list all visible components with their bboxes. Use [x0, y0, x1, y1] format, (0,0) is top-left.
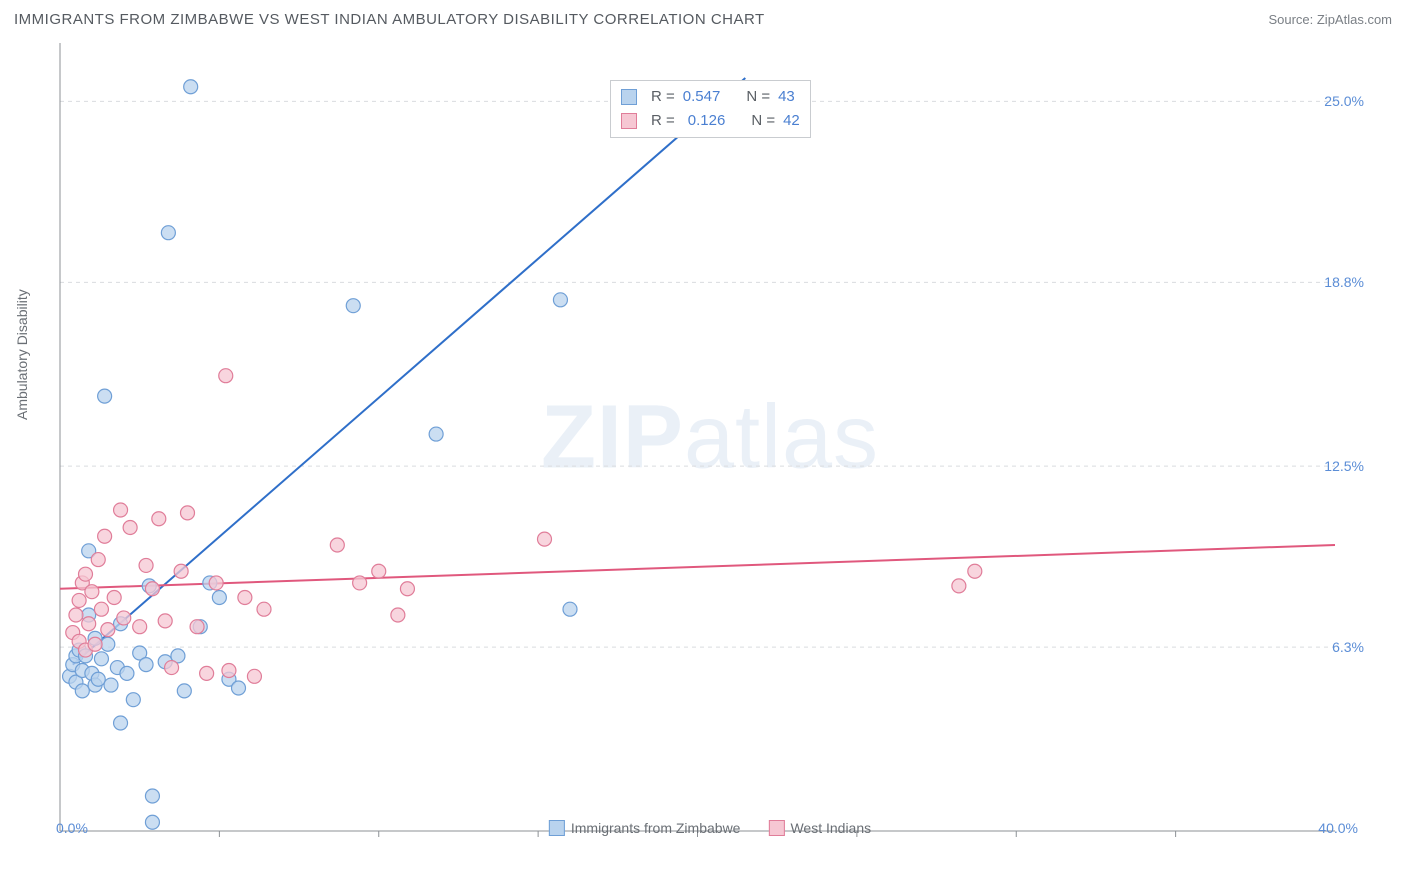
y-tick-label: 25.0% [1324, 93, 1364, 109]
stats-n-val-1: 42 [783, 109, 800, 133]
source-label: Source: ZipAtlas.com [1268, 12, 1392, 27]
legend-label-westindians: West Indians [790, 820, 871, 836]
legend-label-zimbabwe: Immigrants from Zimbabwe [571, 820, 741, 836]
chart-title: IMMIGRANTS FROM ZIMBABWE VS WEST INDIAN … [14, 11, 765, 28]
chart-area: ZIPatlas 6.3%12.5%18.8%25.0% 0.0% 40.0% … [50, 38, 1370, 838]
scatter-plot-svg [50, 38, 1370, 838]
legend-item-zimbabwe: Immigrants from Zimbabwe [549, 820, 741, 836]
stats-n-label-0: N = [746, 85, 770, 109]
stats-n-val-0: 43 [778, 85, 795, 109]
stats-row-1: R = 0.126 N = 42 [621, 109, 800, 133]
legend-bottom: Immigrants from Zimbabwe West Indians [549, 820, 871, 836]
stats-swatch-0 [621, 89, 637, 105]
stats-r-label-0: R = [651, 85, 675, 109]
x-tick-min: 0.0% [56, 820, 88, 836]
stats-r-val-1: 0.126 [683, 109, 726, 133]
y-tick-label: 12.5% [1324, 458, 1364, 474]
y-axis-label: Ambulatory Disability [14, 289, 30, 420]
stats-row-0: R = 0.547 N = 43 [621, 85, 800, 109]
stats-r-val-0: 0.547 [683, 85, 721, 109]
legend-swatch-zimbabwe [549, 820, 565, 836]
legend-item-westindians: West Indians [768, 820, 871, 836]
y-tick-label: 18.8% [1324, 274, 1364, 290]
stats-n-label-1: N = [751, 109, 775, 133]
stats-r-label-1: R = [651, 109, 675, 133]
stats-swatch-1 [621, 113, 637, 129]
chart-header: IMMIGRANTS FROM ZIMBABWE VS WEST INDIAN … [0, 0, 1406, 38]
y-tick-label: 6.3% [1332, 639, 1364, 655]
legend-swatch-westindians [768, 820, 784, 836]
stats-box: R = 0.547 N = 43 R = 0.126 N = 42 [610, 80, 811, 138]
x-tick-max: 40.0% [1318, 820, 1358, 836]
